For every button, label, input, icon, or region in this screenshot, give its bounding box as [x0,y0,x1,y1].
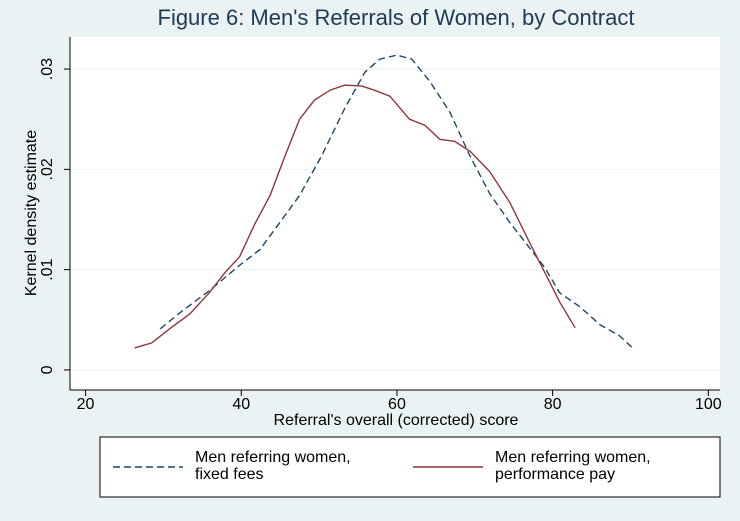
x-tick-label: 80 [544,396,562,413]
legend-label: Men referring women, performance pay [495,449,651,483]
plot-area [70,37,720,390]
x-axis-label: Referral's overall (corrected) score [274,412,519,429]
x-tick-label: 60 [388,396,406,413]
y-tick-label: .01 [39,258,56,280]
x-tick-label: 100 [695,396,722,413]
series-line [159,54,635,350]
legend-box [99,436,721,498]
x-tick-label: 40 [232,396,250,413]
x-tick-label: 20 [77,396,95,413]
y-axis-label: Kernel density estimate [23,130,40,296]
y-tick-label: 0 [39,365,56,374]
chart-title: Figure 6: Men's Referrals of Women, by C… [158,5,635,30]
series-line [134,84,576,349]
y-tick-label: .03 [39,58,56,80]
y-tick-label: .02 [39,158,56,180]
legend-label: Men referring women, fixed fees [195,449,351,483]
